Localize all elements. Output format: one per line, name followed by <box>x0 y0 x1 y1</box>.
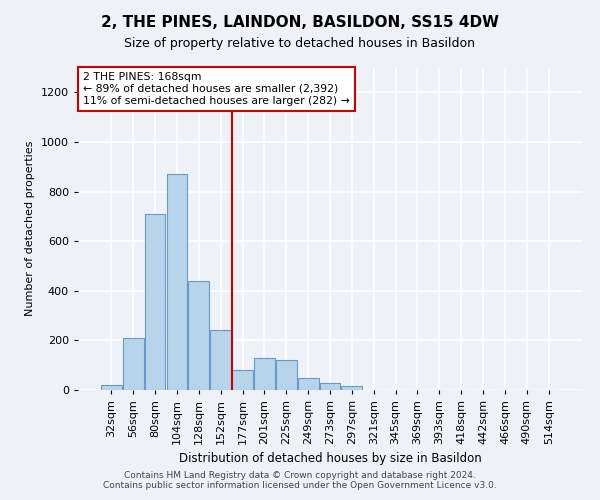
Bar <box>145 214 166 390</box>
Text: 2 THE PINES: 168sqm
← 89% of detached houses are smaller (2,392)
11% of semi-det: 2 THE PINES: 168sqm ← 89% of detached ho… <box>83 72 350 106</box>
Text: Contains HM Land Registry data © Crown copyright and database right 2024.
Contai: Contains HM Land Registry data © Crown c… <box>103 470 497 490</box>
Bar <box>188 281 209 390</box>
Bar <box>123 338 143 390</box>
Bar <box>341 386 362 390</box>
Bar <box>254 358 275 390</box>
X-axis label: Distribution of detached houses by size in Basildon: Distribution of detached houses by size … <box>179 452 481 466</box>
Bar <box>101 385 122 390</box>
Bar <box>232 370 253 390</box>
Bar <box>320 382 340 390</box>
Bar <box>276 360 296 390</box>
Bar <box>167 174 187 390</box>
Bar <box>298 378 319 390</box>
Bar <box>210 330 231 390</box>
Text: Size of property relative to detached houses in Basildon: Size of property relative to detached ho… <box>125 38 476 51</box>
Text: 2, THE PINES, LAINDON, BASILDON, SS15 4DW: 2, THE PINES, LAINDON, BASILDON, SS15 4D… <box>101 15 499 30</box>
Y-axis label: Number of detached properties: Number of detached properties <box>25 141 35 316</box>
